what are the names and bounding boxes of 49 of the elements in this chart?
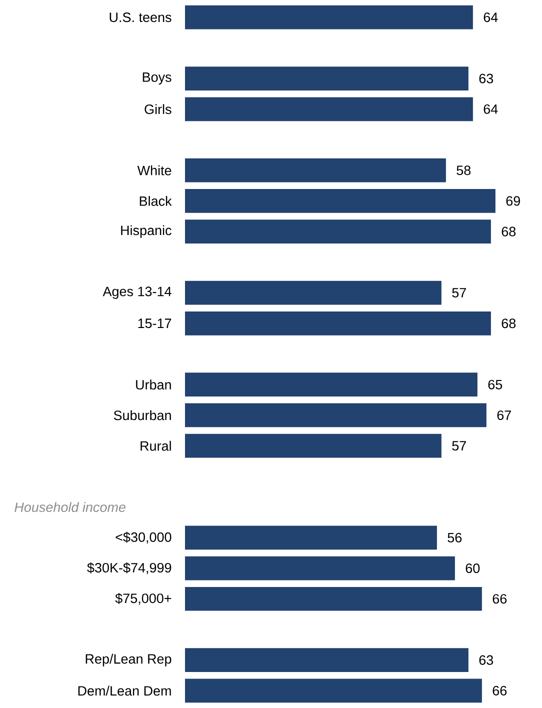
bar <box>185 66 468 90</box>
bar <box>185 403 486 428</box>
y-tick-label: Rep/Lean Rep <box>86 654 172 666</box>
bar <box>185 97 473 122</box>
text: Household income <box>14 502 126 512</box>
data-label: 68 <box>502 318 516 328</box>
data-label: 69 <box>506 196 520 206</box>
y-tick-label: Boys <box>142 72 172 85</box>
bar <box>185 372 478 397</box>
y-tick-label: 15-17 <box>138 318 172 328</box>
data-label: 57 <box>452 441 466 451</box>
data-label: 66 <box>492 594 507 604</box>
bar <box>185 5 473 30</box>
bar <box>185 189 496 213</box>
data-label: 67 <box>497 410 511 420</box>
data-label: 63 <box>479 74 494 84</box>
y-tick-label: Rural <box>140 440 171 451</box>
bar <box>185 556 455 580</box>
bar <box>185 648 468 672</box>
data-label: 60 <box>466 563 480 574</box>
y-tick-label: Suburban <box>114 410 171 420</box>
data-label: 65 <box>488 380 502 390</box>
y-tick-label: $30K-$74,999 <box>87 562 172 574</box>
y-tick-label: Girls <box>144 104 172 114</box>
bar <box>185 434 442 458</box>
data-label: 58 <box>456 166 471 176</box>
data-label: 63 <box>479 655 494 665</box>
bar <box>185 280 442 305</box>
data-label: 64 <box>484 12 498 22</box>
data-label: 57 <box>452 288 466 298</box>
data-label: 68 <box>502 226 516 236</box>
bar <box>185 158 446 182</box>
y-tick-label: $75,000+ <box>115 593 172 605</box>
bar <box>185 678 482 703</box>
data-label: 66 <box>492 686 507 696</box>
y-tick-label: Ages 13-14 <box>102 286 172 299</box>
data-label: 56 <box>448 532 462 542</box>
data-label: 64 <box>484 104 498 114</box>
y-tick-label: Hispanic <box>121 225 172 238</box>
y-tick-label: <$30,000 <box>116 532 172 544</box>
y-tick-label: Dem/Lean Dem <box>78 686 171 696</box>
bar <box>185 311 491 336</box>
bar <box>185 586 482 611</box>
y-tick-label: Black <box>140 196 172 206</box>
y-tick-label: U.S. teens <box>110 12 172 22</box>
bar <box>185 220 491 244</box>
y-tick-label: Urban <box>136 380 171 390</box>
y-tick-label: White <box>137 165 172 176</box>
bar <box>185 526 437 550</box>
